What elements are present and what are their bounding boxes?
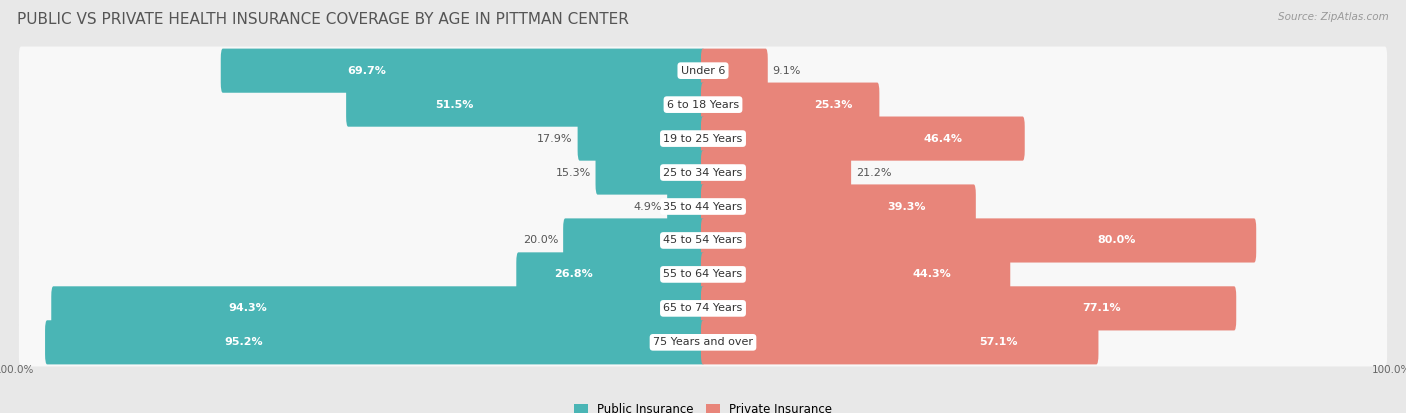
Text: 35 to 44 Years: 35 to 44 Years	[664, 202, 742, 211]
Text: 69.7%: 69.7%	[347, 66, 387, 76]
FancyBboxPatch shape	[51, 286, 704, 330]
Text: PUBLIC VS PRIVATE HEALTH INSURANCE COVERAGE BY AGE IN PITTMAN CENTER: PUBLIC VS PRIVATE HEALTH INSURANCE COVER…	[17, 12, 628, 27]
Legend: Public Insurance, Private Insurance: Public Insurance, Private Insurance	[569, 398, 837, 413]
Text: 80.0%: 80.0%	[1097, 235, 1136, 245]
Text: 6 to 18 Years: 6 to 18 Years	[666, 100, 740, 109]
Text: 19 to 25 Years: 19 to 25 Years	[664, 133, 742, 144]
Text: 17.9%: 17.9%	[537, 133, 572, 144]
FancyBboxPatch shape	[564, 218, 704, 263]
FancyBboxPatch shape	[18, 81, 1388, 129]
FancyBboxPatch shape	[702, 150, 851, 195]
Text: 25.3%: 25.3%	[814, 100, 853, 109]
Text: 95.2%: 95.2%	[225, 337, 263, 347]
FancyBboxPatch shape	[45, 320, 704, 364]
FancyBboxPatch shape	[346, 83, 704, 127]
Text: 51.5%: 51.5%	[436, 100, 474, 109]
FancyBboxPatch shape	[18, 183, 1388, 230]
Text: 39.3%: 39.3%	[887, 202, 925, 211]
Text: 25 to 34 Years: 25 to 34 Years	[664, 168, 742, 178]
FancyBboxPatch shape	[702, 286, 1236, 330]
Text: 44.3%: 44.3%	[912, 269, 952, 280]
FancyBboxPatch shape	[702, 49, 768, 93]
FancyBboxPatch shape	[702, 218, 1256, 263]
Text: 65 to 74 Years: 65 to 74 Years	[664, 304, 742, 313]
Text: 45 to 54 Years: 45 to 54 Years	[664, 235, 742, 245]
FancyBboxPatch shape	[18, 318, 1388, 366]
FancyBboxPatch shape	[18, 47, 1388, 95]
FancyBboxPatch shape	[702, 185, 976, 228]
Text: 26.8%: 26.8%	[554, 269, 593, 280]
Text: 9.1%: 9.1%	[772, 66, 801, 76]
Text: 94.3%: 94.3%	[229, 304, 267, 313]
FancyBboxPatch shape	[578, 116, 704, 161]
Text: 21.2%: 21.2%	[856, 168, 891, 178]
FancyBboxPatch shape	[18, 284, 1388, 332]
Text: Source: ZipAtlas.com: Source: ZipAtlas.com	[1278, 12, 1389, 22]
FancyBboxPatch shape	[516, 252, 704, 297]
FancyBboxPatch shape	[221, 49, 704, 93]
Text: 77.1%: 77.1%	[1083, 304, 1121, 313]
FancyBboxPatch shape	[702, 83, 879, 127]
Text: 4.9%: 4.9%	[634, 202, 662, 211]
FancyBboxPatch shape	[18, 216, 1388, 265]
Text: 55 to 64 Years: 55 to 64 Years	[664, 269, 742, 280]
Text: 20.0%: 20.0%	[523, 235, 558, 245]
Text: 75 Years and over: 75 Years and over	[652, 337, 754, 347]
FancyBboxPatch shape	[596, 150, 704, 195]
Text: 46.4%: 46.4%	[924, 133, 962, 144]
FancyBboxPatch shape	[18, 250, 1388, 299]
Text: Under 6: Under 6	[681, 66, 725, 76]
Text: 57.1%: 57.1%	[979, 337, 1018, 347]
FancyBboxPatch shape	[702, 116, 1025, 161]
FancyBboxPatch shape	[702, 252, 1011, 297]
FancyBboxPatch shape	[702, 320, 1098, 364]
FancyBboxPatch shape	[668, 185, 704, 228]
FancyBboxPatch shape	[18, 148, 1388, 197]
Text: 15.3%: 15.3%	[555, 168, 591, 178]
FancyBboxPatch shape	[18, 114, 1388, 163]
